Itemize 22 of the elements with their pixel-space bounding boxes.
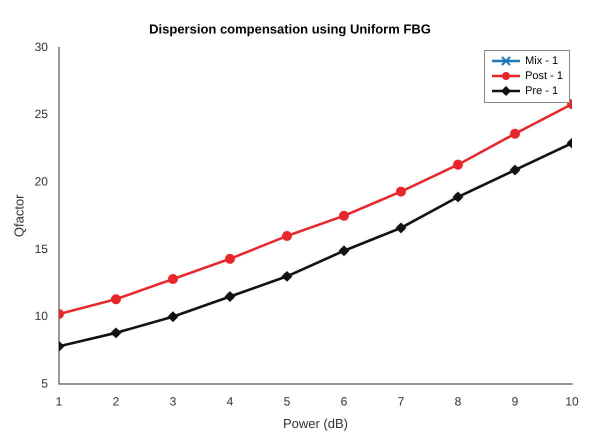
y-tick-label: 30 xyxy=(34,40,48,54)
legend-label: Mix - 1 xyxy=(525,54,558,69)
y-tick-label: 25 xyxy=(34,107,48,122)
x-tick-label: 2 xyxy=(112,394,120,409)
y-tick-label: 10 xyxy=(34,309,48,324)
x-tick-label: 3 xyxy=(170,394,177,409)
y-tick-label: 5 xyxy=(41,376,48,390)
chart-title: Dispersion compensation using Uniform FBG xyxy=(149,21,431,36)
x-tick-label: 1 xyxy=(56,394,63,409)
y-axis-title: Qfactor xyxy=(11,194,26,238)
x-tick-label: 4 xyxy=(226,394,234,409)
y-tick-label: 15 xyxy=(34,242,48,256)
legend-label: Post - 1 xyxy=(525,68,563,84)
x-axis-title: Power (dB) xyxy=(282,416,348,431)
x-tick-label: 7 xyxy=(398,394,405,409)
x-tick-label: 6 xyxy=(340,394,348,409)
x-tick-label: 10 xyxy=(565,394,579,409)
x-tick-label: 5 xyxy=(284,394,291,409)
x-tick-label: 8 xyxy=(454,394,462,409)
y-tick-label: 20 xyxy=(34,174,48,188)
legend-label: Pre - 1 xyxy=(525,84,558,99)
x-tick-label: 9 xyxy=(512,394,519,409)
